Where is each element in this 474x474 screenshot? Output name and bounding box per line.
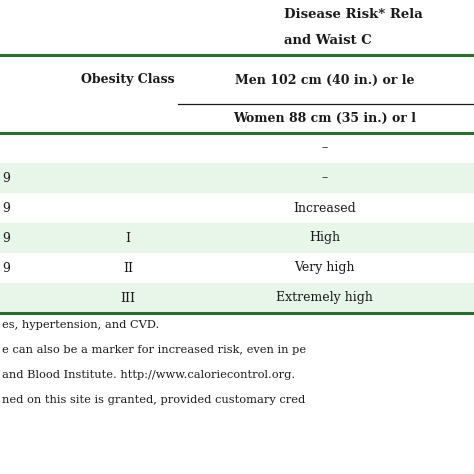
Text: es, hypertension, and CVD.: es, hypertension, and CVD. (2, 320, 160, 330)
Text: –: – (321, 142, 328, 155)
Bar (0, 253, 474, 283)
Bar (0, 193, 474, 223)
Text: and Waist C: and Waist C (284, 34, 372, 46)
Text: I: I (126, 231, 130, 245)
Text: Obesity Class: Obesity Class (81, 73, 175, 86)
Text: 9: 9 (2, 231, 10, 245)
Text: e can also be a marker for increased risk, even in pe: e can also be a marker for increased ris… (2, 345, 307, 355)
Text: High: High (309, 231, 340, 245)
Text: 9: 9 (2, 172, 10, 184)
Text: II: II (123, 262, 133, 274)
Text: III: III (120, 292, 136, 304)
Text: Increased: Increased (293, 201, 356, 215)
Text: 9: 9 (2, 201, 10, 215)
Text: Women 88 cm (35 in.) or l: Women 88 cm (35 in.) or l (233, 111, 416, 125)
Text: Very high: Very high (294, 262, 355, 274)
Text: and Blood Institute. http://www.caloriecontrol.org.: and Blood Institute. http://www.caloriec… (2, 370, 295, 380)
Text: Disease Risk* Rela: Disease Risk* Rela (284, 9, 423, 21)
Bar (0, 163, 474, 193)
Text: 9: 9 (2, 262, 10, 274)
Text: Men 102 cm (40 in.) or le: Men 102 cm (40 in.) or le (235, 73, 414, 86)
Bar (0, 223, 474, 253)
Bar (0, 283, 474, 313)
Text: ned on this site is granted, provided customary cred: ned on this site is granted, provided cu… (2, 395, 306, 405)
Bar (0, 133, 474, 163)
Text: Extremely high: Extremely high (276, 292, 373, 304)
Text: –: – (321, 172, 328, 184)
